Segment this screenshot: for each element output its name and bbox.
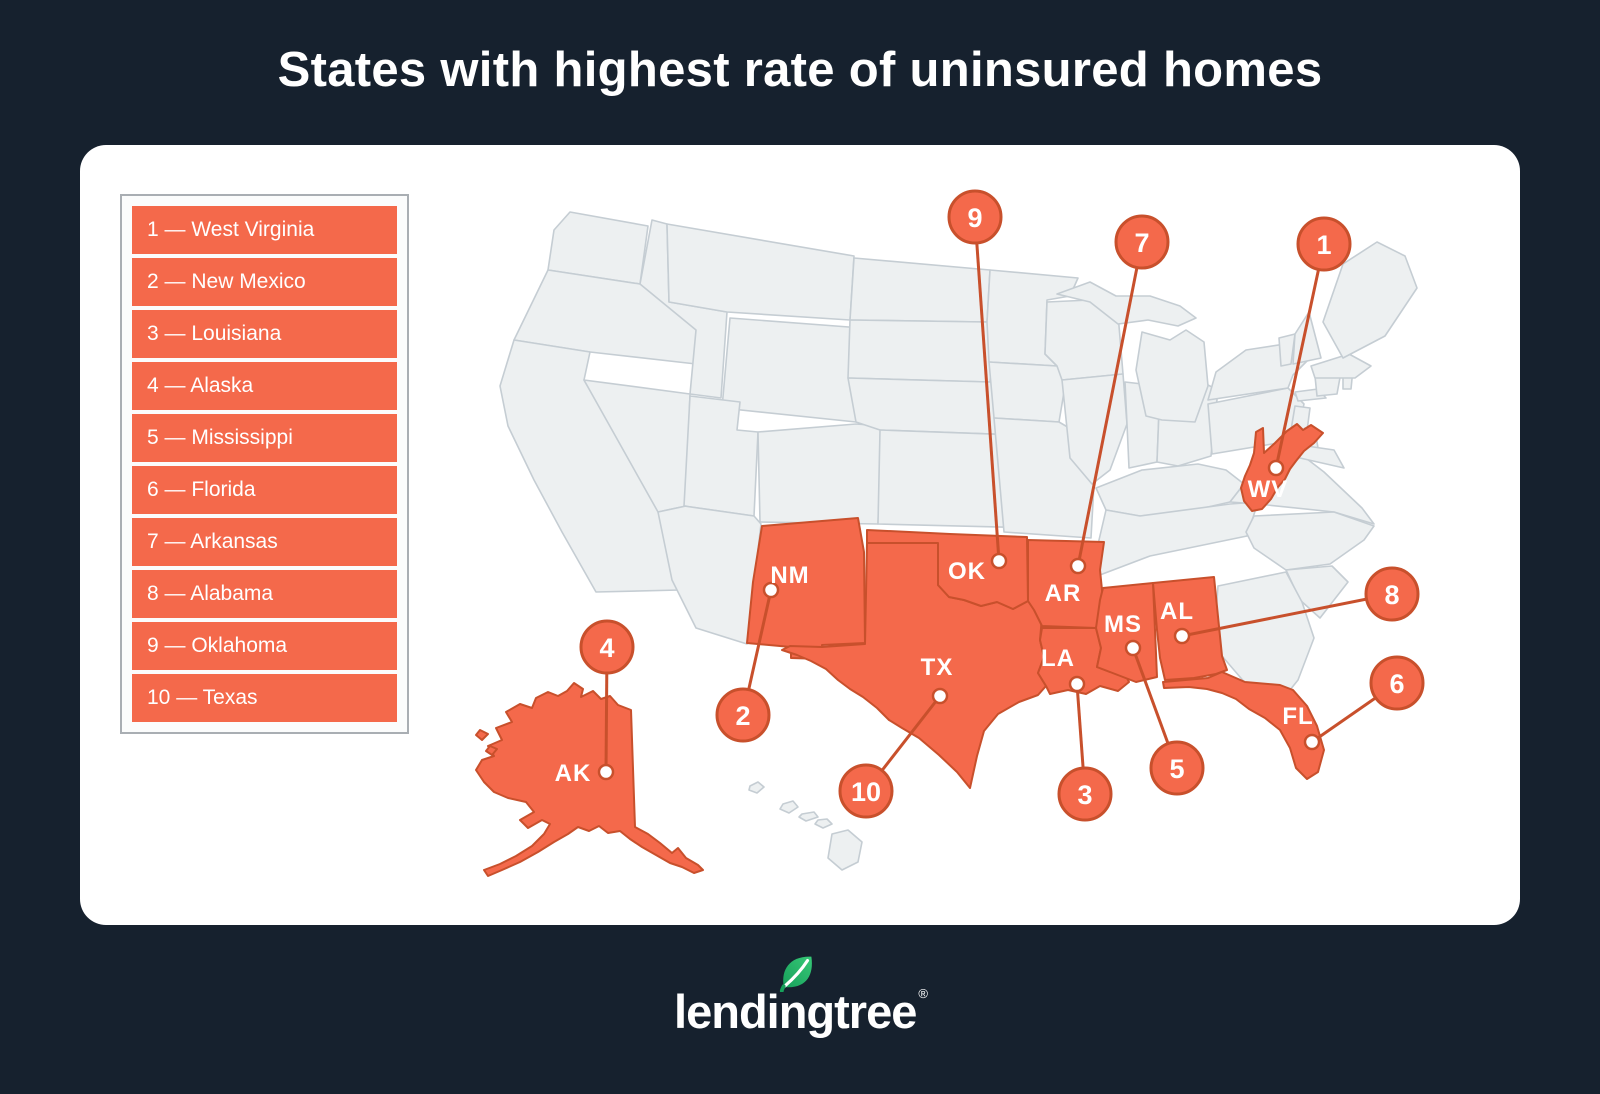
page-title: States with highest rate of uninsured ho… xyxy=(277,43,1323,97)
state-dot-wv xyxy=(1267,459,1285,477)
legend-item: 9 — Oklahoma xyxy=(132,622,397,670)
state-wa xyxy=(547,211,649,285)
state-az xyxy=(657,505,762,645)
legend-item: 2 — New Mexico xyxy=(132,258,397,306)
state-hi-island xyxy=(798,811,819,822)
state-hi-island xyxy=(748,781,765,794)
state-mi xyxy=(1135,329,1209,423)
callout-number-tx: 10 xyxy=(851,777,881,807)
state-ut xyxy=(683,395,759,517)
us-map: 1 2 3 4 5 6 7 8 9 10 WV NM LA AK MS xyxy=(475,189,1425,877)
state-tn xyxy=(1091,501,1259,579)
callout-badge-ar xyxy=(1114,214,1170,270)
callout-line-ok xyxy=(973,216,1001,562)
state-dot-la xyxy=(1068,675,1086,693)
state-label-ak: AK xyxy=(555,760,592,787)
callout-number-ar: 7 xyxy=(1134,228,1149,258)
callout-number-wv: 1 xyxy=(1316,230,1331,260)
callout-badge-nm xyxy=(715,687,771,743)
state-dots xyxy=(597,459,1321,781)
state-hi-island xyxy=(814,818,833,829)
state-ia xyxy=(988,361,1067,423)
state-nd xyxy=(849,257,991,323)
highlighted-states xyxy=(475,423,1325,877)
callout-number-al: 8 xyxy=(1384,580,1399,610)
callout-number-ms: 5 xyxy=(1169,754,1184,784)
lendingtree-logo: lendingtree ® xyxy=(0,956,1600,1039)
state-dot-ar xyxy=(1069,557,1087,575)
legend-item: 10 — Texas xyxy=(132,674,397,722)
state-label-ar: AR xyxy=(1045,580,1082,607)
state-ca xyxy=(499,339,681,593)
callout-badge-ok xyxy=(947,189,1003,245)
leaf-icon xyxy=(779,956,812,992)
callout-badges: 1 2 3 4 5 6 7 8 9 10 xyxy=(579,189,1425,822)
callout-number-ak: 4 xyxy=(599,633,614,663)
state-dot-tx xyxy=(931,687,949,705)
callout-badge-tx xyxy=(838,763,894,819)
callout-number-nm: 2 xyxy=(735,701,750,731)
state-sd xyxy=(847,319,995,383)
state-label-ms: MS xyxy=(1104,611,1142,638)
state-dot-fl xyxy=(1303,733,1321,751)
lendingtree-wordmark: lendingtree ® xyxy=(674,956,928,1039)
callout-badge-fl xyxy=(1369,655,1425,711)
state-label-al: AL xyxy=(1160,598,1194,625)
state-dot-nm xyxy=(762,581,780,599)
state-mt xyxy=(666,223,855,321)
registered-mark: ® xyxy=(918,986,928,1001)
callout-number-fl: 6 xyxy=(1389,669,1404,699)
state-label-ok: OK xyxy=(948,558,986,585)
state-fl xyxy=(1162,671,1325,780)
callout-badge-ms xyxy=(1149,740,1205,796)
state-label-la: LA xyxy=(1041,645,1075,672)
callout-number-la: 3 xyxy=(1077,780,1092,810)
state-ms xyxy=(1095,582,1158,683)
state-label-nm: NM xyxy=(770,562,809,589)
legend-item: 3 — Louisiana xyxy=(132,310,397,358)
state-mi-upper xyxy=(1056,281,1197,327)
legend-item: 4 — Alaska xyxy=(132,362,397,410)
legend-item: 1 — West Virginia xyxy=(132,206,397,254)
state-dot-ok xyxy=(990,552,1008,570)
legend-item: 5 — Mississippi xyxy=(132,414,397,462)
state-ok xyxy=(866,529,1029,610)
callout-badge-la xyxy=(1057,766,1113,822)
callout-badge-ak xyxy=(579,619,635,675)
state-ak-island xyxy=(485,745,498,756)
state-co xyxy=(757,423,883,525)
callout-line-wv xyxy=(1274,243,1326,469)
state-labels: WV NM LA AK MS FL AR AL OK TX xyxy=(555,476,1313,787)
state-dot-ak xyxy=(597,763,615,781)
gray-states xyxy=(499,211,1418,871)
callout-badge-wv xyxy=(1296,216,1352,272)
state-wy xyxy=(721,317,863,423)
state-hi-big-island xyxy=(827,829,863,871)
state-label-wv: WV xyxy=(1248,476,1289,503)
rank-legend: 1 — West Virginia 2 — New Mexico 3 — Lou… xyxy=(120,194,409,734)
callout-line-al xyxy=(1181,592,1393,638)
callout-badge-al xyxy=(1364,566,1420,622)
legend-item: 6 — Florida xyxy=(132,466,397,514)
brand-text: lendingtree xyxy=(674,985,917,1038)
state-me xyxy=(1322,241,1418,359)
state-vt xyxy=(1278,333,1296,367)
state-dot-ms xyxy=(1124,639,1142,657)
state-ak-island xyxy=(475,729,489,741)
state-al xyxy=(1152,576,1228,681)
callout-number-ok: 9 xyxy=(967,203,982,233)
state-label-fl: FL xyxy=(1282,703,1313,730)
legend-item: 7 — Arkansas xyxy=(132,518,397,566)
state-hi-island xyxy=(779,800,799,814)
callout-line-ar xyxy=(1076,241,1144,567)
state-dot-al xyxy=(1173,627,1191,645)
legend-item: 8 — Alabama xyxy=(132,570,397,618)
state-label-tx: TX xyxy=(921,654,954,681)
state-nc xyxy=(1245,511,1375,571)
